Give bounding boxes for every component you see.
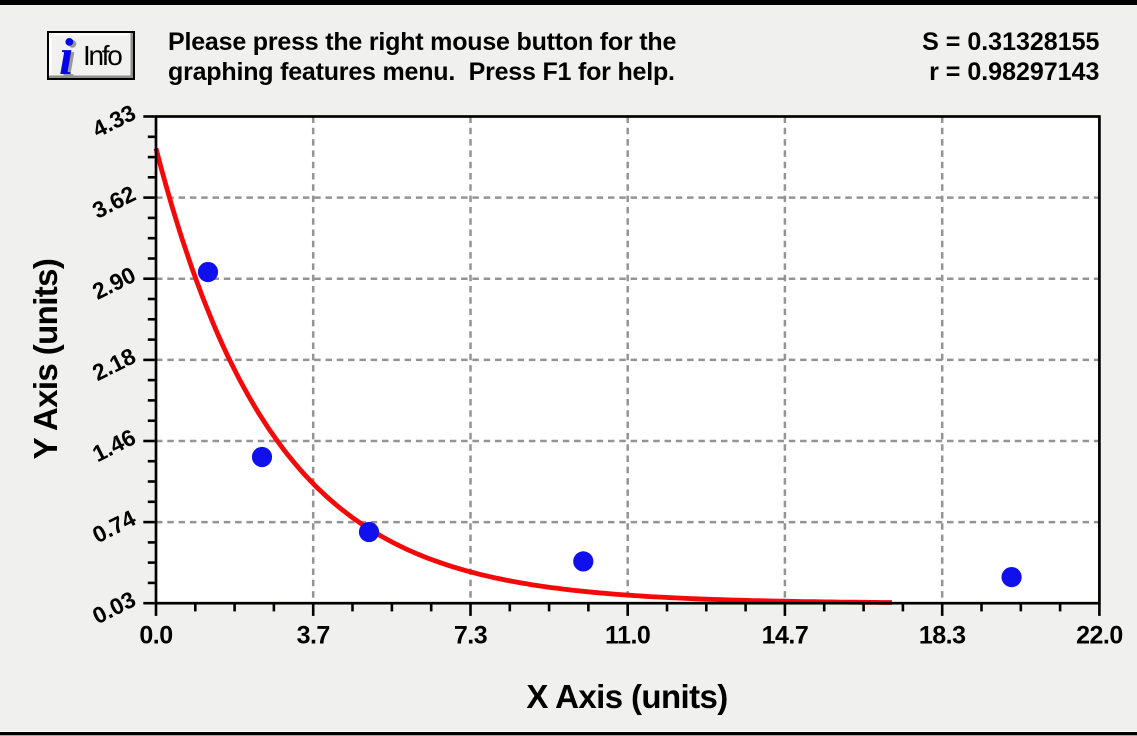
svg-text:14.7: 14.7 [762,622,809,650]
svg-text:3.7: 3.7 [297,622,330,650]
svg-text:7.3: 7.3 [454,622,487,650]
svg-text:2.18: 2.18 [88,343,140,386]
svg-text:1.46: 1.46 [88,424,140,467]
svg-text:2.90: 2.90 [88,261,140,304]
svg-text:3.62: 3.62 [88,180,140,223]
svg-text:0.74: 0.74 [88,505,140,548]
svg-text:0.0: 0.0 [139,622,172,650]
svg-text:22.0: 22.0 [1076,622,1123,650]
svg-text:0.03: 0.03 [88,586,140,629]
svg-text:11.0: 11.0 [605,622,650,650]
svg-text:18.3: 18.3 [919,622,966,650]
svg-text:4.33: 4.33 [88,99,140,142]
